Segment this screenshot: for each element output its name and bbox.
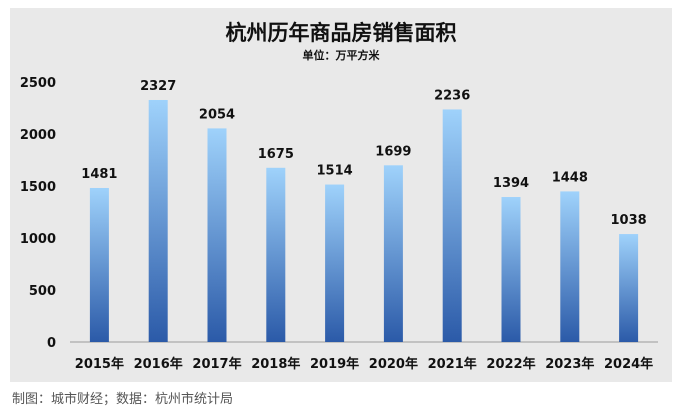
chart-panel: 杭州历年商品房销售面积 单位：万平方米 0 500 1000 1500 2000 2500…	[10, 8, 672, 382]
y-tick-label: 2500	[20, 76, 56, 91]
data-labels: 1481 2327 2054 1675 1514 1699 2236 1394 1448 1038	[81, 79, 646, 228]
bar	[442, 109, 462, 343]
bar	[560, 191, 580, 342]
y-axis: 0 500 1000 1500 2000 2500	[20, 76, 56, 351]
data-label: 2236	[434, 88, 470, 103]
y-tick-label: 500	[29, 284, 56, 299]
chart-subtitle: 单位：万平方米	[303, 48, 381, 62]
x-tick-label: 2020年	[369, 356, 418, 372]
bar	[383, 165, 403, 342]
data-label: 1448	[552, 170, 588, 185]
bar	[619, 234, 639, 342]
x-tick-label: 2021年	[428, 356, 477, 372]
data-label: 1514	[317, 164, 353, 179]
bar	[148, 99, 168, 342]
data-label: 1481	[81, 167, 117, 182]
data-label: 1699	[375, 144, 411, 159]
chart-title: 杭州历年商品房销售面积	[226, 21, 457, 45]
data-label: 1038	[611, 213, 647, 228]
bar	[266, 167, 286, 342]
y-tick-label: 1000	[20, 232, 56, 247]
source-note: 制图：城市财经；数据：杭州市统计局	[12, 392, 234, 407]
x-tick-label: 2016年	[134, 356, 183, 372]
data-label: 2054	[199, 107, 235, 122]
bar	[89, 187, 109, 342]
bar	[501, 197, 521, 342]
x-tick-label: 2023年	[545, 356, 594, 372]
bar	[325, 184, 345, 342]
y-tick-label: 0	[47, 336, 56, 351]
x-axis: 2015年 2016年 2017年 2018年 2019年 2020年 2021年 2022年…	[75, 356, 653, 372]
data-label: 1394	[493, 176, 529, 191]
x-tick-label: 2024年	[604, 356, 653, 372]
data-label: 2327	[140, 79, 176, 94]
x-tick-label: 2022年	[486, 356, 535, 372]
bars	[89, 99, 639, 343]
x-tick-label: 2017年	[192, 356, 241, 372]
bar-chart: 杭州历年商品房销售面积 单位：万平方米 0 500 1000 1500 2000 2500…	[20, 21, 658, 372]
y-tick-label: 1500	[20, 180, 56, 195]
data-label: 1675	[258, 147, 294, 162]
y-tick-label: 2000	[20, 128, 56, 143]
x-tick-label: 2019年	[310, 356, 359, 372]
bar	[207, 128, 227, 342]
x-tick-label: 2018年	[251, 356, 300, 372]
x-tick-label: 2015年	[75, 356, 124, 372]
